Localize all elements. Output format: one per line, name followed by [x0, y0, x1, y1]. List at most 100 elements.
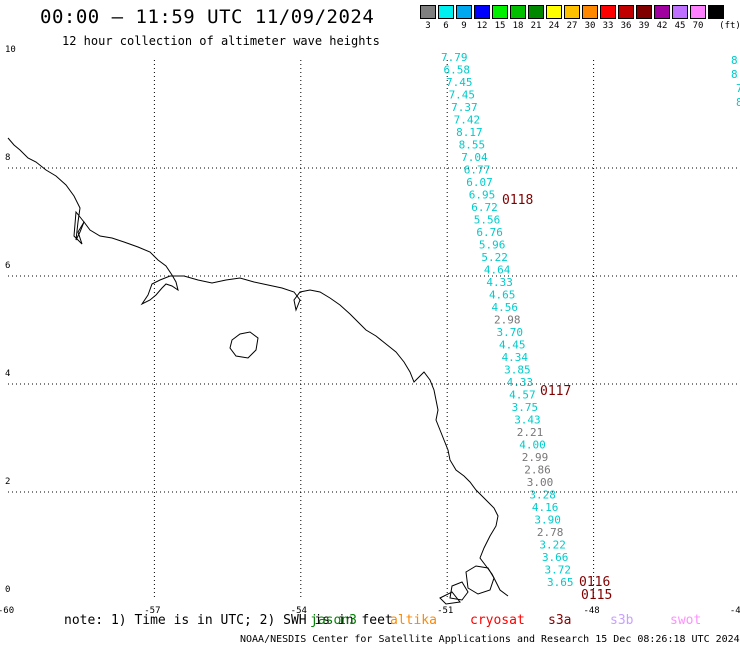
swh-value: 7.79 [441, 51, 468, 64]
lon-tick-label: -45 [730, 606, 740, 616]
swh-value: 4.64 [484, 264, 511, 277]
swh-value: 3.90 [534, 514, 561, 527]
legend-label: 70 [692, 21, 704, 31]
lon-tick-label: -60 [0, 606, 14, 616]
coastline-south-america [7, 137, 509, 597]
lon-tick-label: -51 [437, 606, 453, 616]
swh-value: 2.98 [494, 314, 521, 327]
swh-value: 6.58 [444, 64, 471, 77]
legend-swatch [708, 5, 724, 19]
lon-tick-label: -57 [144, 606, 160, 616]
legend-label: 3 [425, 21, 431, 31]
swh-value: 7.45 [446, 76, 473, 89]
swh-value: 4.34 [502, 351, 529, 364]
legend-swatch [582, 5, 598, 19]
swh-value: 3.85 [504, 364, 530, 377]
legend-label: 33 [602, 21, 614, 31]
swh-value: 4.33 [507, 376, 533, 389]
sat-label-altika: altika [390, 613, 437, 628]
swh-value: 7.45 [449, 89, 476, 102]
legend-swatch [672, 5, 688, 19]
swh-value: 4.56 [491, 301, 518, 314]
swh-value: 3.22 [539, 539, 566, 552]
legend-swatch [600, 5, 616, 19]
swh-value: 3.72 [544, 564, 571, 577]
note-text: note: 1) Time is in UTC; 2) SWH is in fe… [64, 613, 393, 628]
legend-label: 21 [530, 21, 542, 31]
sat-label-s3a: s3a [548, 613, 572, 628]
axis-labels: -60 -57 -54 -51 -48 -45 10 8 6 4 2 0 [0, 45, 740, 616]
legend-swatch [456, 5, 472, 19]
swh-value: 3.28 [529, 489, 556, 502]
coastline [7, 137, 509, 605]
amazon-delta-islands [439, 565, 495, 605]
legend-label: 6 [443, 21, 449, 31]
swh-value: 2.86 [524, 464, 551, 477]
island [229, 331, 259, 359]
legend-swatch [654, 5, 670, 19]
swh-value: 7.04 [461, 151, 488, 164]
swh-value: 4.16 [532, 501, 559, 514]
legend-label: 45 [674, 21, 686, 31]
swh-value: 6.07 [466, 176, 493, 189]
legend-label: 24 [548, 21, 560, 31]
page-subtitle: 12 hour collection of altimeter wave hei… [62, 34, 380, 48]
swh-value: 5.96 [479, 239, 506, 252]
legend-swatch [420, 5, 436, 19]
legend-label: 39 [638, 21, 650, 31]
lon-tick-label: -54 [291, 606, 307, 616]
legend-swatch [546, 5, 562, 19]
swh-value: 5.22 [481, 251, 508, 264]
legend-label: 15 [494, 21, 506, 31]
swh-value: 2.78 [537, 526, 564, 539]
swh-value: 7.37 [451, 101, 478, 114]
swh-value: 4.65 [489, 289, 516, 302]
lat-tick-label: 2 [5, 477, 10, 487]
swh-value-edge: 8. [736, 96, 740, 109]
swh-value: 7.42 [454, 114, 481, 127]
lat-tick-label: 6 [5, 261, 10, 271]
swh-value: 3.00 [527, 476, 554, 489]
legend-swatch [564, 5, 580, 19]
swh-value: 3.43 [514, 414, 541, 427]
swh-value: 3.65 [547, 576, 574, 589]
lat-tick-label: 4 [5, 369, 10, 379]
swh-value: 8.17 [456, 126, 483, 139]
coastline-inlet [73, 210, 85, 245]
lat-tick-label: 8 [5, 153, 10, 163]
legend-swatch [474, 5, 490, 19]
pass-time-label: 0117 [540, 384, 571, 399]
swh-value: 2.21 [517, 426, 544, 439]
swh-value: 2.99 [522, 451, 549, 464]
swh-value: 4.45 [499, 339, 526, 352]
swh-value: 4.57 [509, 389, 535, 402]
sat-label-jason3: jason3 [310, 613, 357, 628]
legend-label: 36 [620, 21, 632, 31]
legend-swatch [636, 5, 652, 19]
legend-label: 27 [566, 21, 578, 31]
swh-value: 3.66 [542, 551, 569, 564]
swh-value: 6.77 [464, 164, 491, 177]
legend-swatch [690, 5, 706, 19]
pass-time-label: 0116 [579, 575, 610, 590]
graticule [8, 60, 740, 600]
legend-swatch [528, 5, 544, 19]
swh-value: 6.72 [471, 201, 498, 214]
lat-tick-label: 0 [5, 585, 10, 595]
legend-label: 42 [656, 21, 668, 31]
swh-value-edge: 8. [731, 68, 740, 81]
altimeter-track-edge: 8.8.7.8. [731, 54, 740, 109]
sat-label-cryosat: cryosat [470, 613, 525, 628]
legend-label: 30 [584, 21, 596, 31]
legend-swatch [438, 5, 454, 19]
lat-tick-label: 10 [5, 45, 16, 55]
legend-label: 9 [461, 21, 467, 31]
legend-unit: (ft) [719, 21, 740, 31]
altimeter-track-main: 7.796.587.457.457.377.428.178.557.046.77… [441, 51, 574, 589]
swh-value-edge: 8. [731, 54, 740, 67]
page-title: 00:00 – 11:59 UTC 11/09/2024 [40, 6, 375, 28]
swh-value: 3.75 [512, 401, 538, 414]
pass-time-label: 0118 [502, 193, 533, 208]
